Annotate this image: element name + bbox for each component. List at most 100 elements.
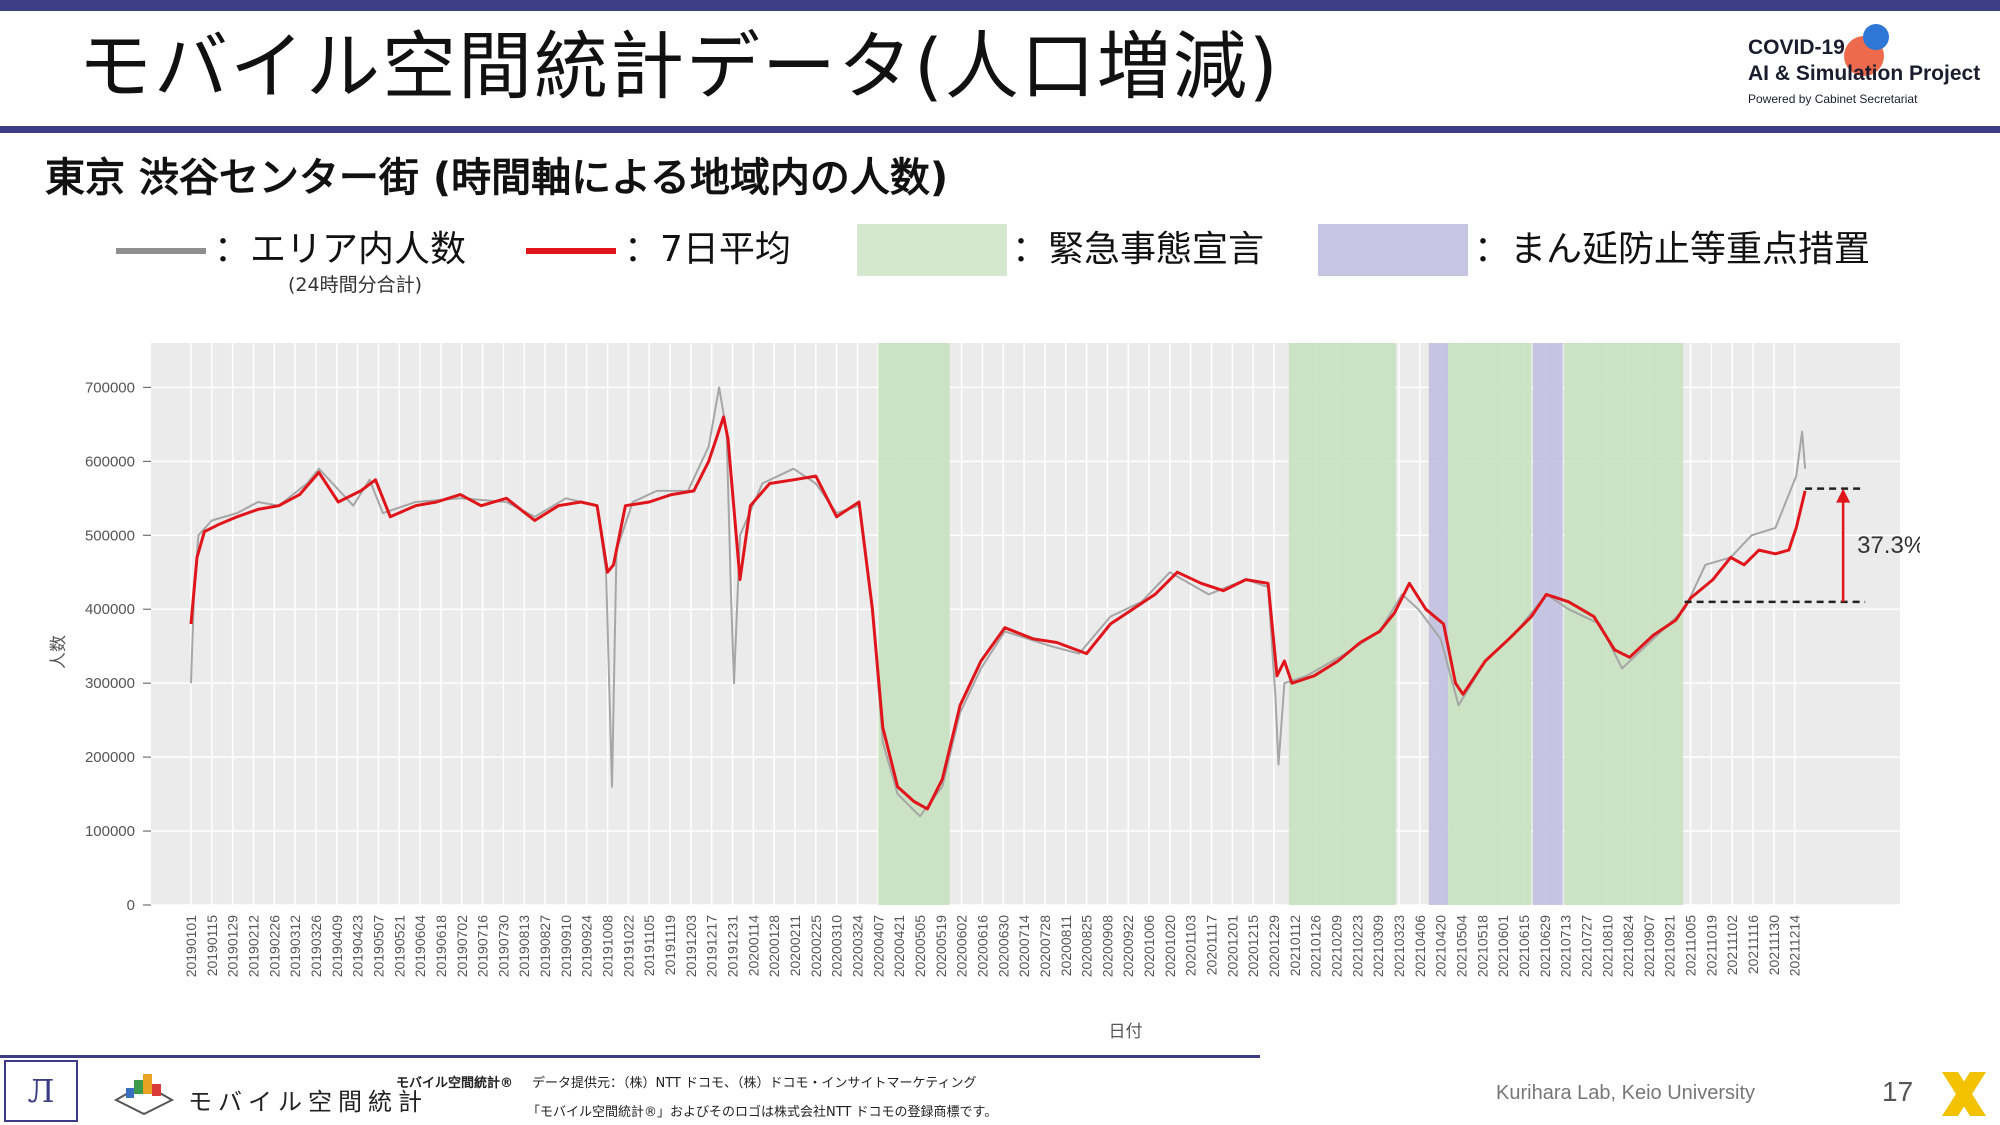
x-tick-label: 20210323 xyxy=(1391,915,1407,978)
legend-priority-label: ：まん延防止等重点措置 xyxy=(1474,229,1871,270)
priority-band xyxy=(1532,343,1563,905)
y-tick-label: 300000 xyxy=(85,675,135,692)
x-tick-label: 20210810 xyxy=(1599,915,1615,978)
x-axis-label: 日付 xyxy=(1109,1022,1143,1040)
x-tick-label: 20190101 xyxy=(183,915,199,978)
x-tick-label: 20190604 xyxy=(412,915,428,978)
x-tick-label: 20210921 xyxy=(1662,915,1678,978)
x-tick-label: 20190827 xyxy=(537,915,553,978)
x-tick-label: 20200114 xyxy=(745,915,761,976)
x-tick-label: 20200421 xyxy=(891,915,907,978)
x-tick-label: 20190423 xyxy=(350,915,366,978)
x-tick-label: 20190129 xyxy=(225,915,241,978)
legend-emergency-swatch xyxy=(857,224,1007,276)
x-tick-label: 20190813 xyxy=(516,915,532,978)
x-tick-label: 20200407 xyxy=(870,915,886,978)
x-tick-label: 20210504 xyxy=(1453,915,1469,978)
x-tick-label: 20190521 xyxy=(391,915,407,978)
x-tick-label: 20190312 xyxy=(287,915,303,978)
x-tick-label: 20210601 xyxy=(1495,915,1511,978)
x-tick-label: 20211130 xyxy=(1766,915,1782,975)
y-tick-label: 500000 xyxy=(85,527,135,544)
x-tick-label: 20200811 xyxy=(1058,915,1074,976)
brand-registered: モバイル空間統計® xyxy=(396,1076,514,1091)
x-tick-label: 20190507 xyxy=(370,915,386,978)
legend-raw-swatch xyxy=(116,248,206,254)
covid-project-logo: COVID-19 AI & Simulation Project Powered… xyxy=(1748,22,1988,117)
x-tick-label: 20210112 xyxy=(1287,915,1303,976)
data-provider-note: データ提供元：（株）NTT ドコモ、（株）ドコモ・インサイトマーケティング xyxy=(532,1076,977,1091)
legend-avg-swatch xyxy=(526,248,616,254)
emergency-band xyxy=(1288,343,1397,905)
x-tick-label: 20200505 xyxy=(912,915,928,978)
y-tick-label: 700000 xyxy=(85,379,135,396)
x-tick-label: 20201006 xyxy=(1141,915,1157,978)
emergency-band xyxy=(1564,343,1684,905)
series-seven-day-average-line xyxy=(189,415,1807,811)
x-tick-label: 20190326 xyxy=(308,915,324,978)
legend-avg-label: ：7日平均 xyxy=(624,229,791,270)
x-tick-label: 20200825 xyxy=(1079,915,1095,978)
x-tick-label: 20190924 xyxy=(579,915,595,978)
priority-band xyxy=(1428,343,1449,905)
x-tick-label: 20190115 xyxy=(204,915,220,976)
legend-raw-note: (24時間分合計) xyxy=(288,274,423,296)
y-tick-label: 200000 xyxy=(85,749,135,766)
emergency-band xyxy=(878,343,950,905)
y-tick-label: 400000 xyxy=(85,601,135,618)
x-tick-label: 20210309 xyxy=(1370,915,1386,978)
x-tick-label: 20200630 xyxy=(995,915,1011,978)
trademark-note: 「モバイル空間統計®」およびそのロゴは株式会社NTT ドコモの登録商標です。 xyxy=(527,1105,998,1120)
y-tick-label: 0 xyxy=(127,897,135,914)
x-tick-label: 20210727 xyxy=(1578,915,1594,978)
y-axis-label: 人数 xyxy=(49,635,69,669)
page-title: モバイル空間統計データ(人口増減) xyxy=(78,24,1280,110)
logo-line3: Powered by Cabinet Secretariat xyxy=(1748,92,1918,106)
x-tick-label: 20190730 xyxy=(495,915,511,978)
x-tick-label: 20191105 xyxy=(641,915,657,976)
x-tick-label: 20210713 xyxy=(1558,915,1574,978)
x-tick-label: 20210907 xyxy=(1641,915,1657,978)
footer-divider xyxy=(0,1055,1260,1058)
x-tick-label: 20191217 xyxy=(704,915,720,978)
x-tick-label: 20210824 xyxy=(1620,915,1636,978)
x-tick-label: 20211019 xyxy=(1703,915,1719,976)
x-tick-label: 20210420 xyxy=(1433,915,1449,978)
annotation-label: 37.3% xyxy=(1857,532,1920,559)
x-tick-label: 20200324 xyxy=(849,915,865,978)
logo-blue-dot xyxy=(1863,24,1889,50)
logo-line1: COVID-19 xyxy=(1748,36,1845,59)
mobile-stats-logo-text: モバイル空間統計 xyxy=(188,1088,428,1116)
page-number: 17 xyxy=(1882,1076,1914,1107)
lab-logo: Л xyxy=(4,1060,78,1122)
x-tick-label: 20201201 xyxy=(1224,915,1240,978)
x-tick-label: 20191203 xyxy=(683,915,699,978)
y-tick-label: 600000 xyxy=(85,453,135,470)
x-tick-label: 20200922 xyxy=(1120,915,1136,978)
x-tick-label: 20201103 xyxy=(1183,915,1199,976)
x-tick-label: 20210518 xyxy=(1474,915,1490,978)
legend-emergency-label: ：緊急事態宣言 xyxy=(1012,229,1265,270)
x-tick-label: 20200225 xyxy=(808,915,824,978)
x-tick-label: 20200728 xyxy=(1037,915,1053,978)
chart-legend: ：エリア内人数 (24時間分合計) ：7日平均 ：緊急事態宣言 ：まん延防止等重… xyxy=(0,220,2000,300)
header-divider xyxy=(0,126,2000,133)
x-tick-label: 20200310 xyxy=(829,915,845,978)
x-tick-label: 20190618 xyxy=(433,915,449,978)
legend-raw-label: ：エリア内人数 xyxy=(214,229,467,270)
x-tick-label: 20200908 xyxy=(1099,915,1115,978)
x-tick-label: 20190702 xyxy=(454,915,470,978)
x-tick-label: 20210629 xyxy=(1537,915,1553,978)
x-tick-label: 20190212 xyxy=(245,915,261,978)
logo-line2: AI & Simulation Project xyxy=(1748,62,1981,85)
x-tick-label: 20210209 xyxy=(1329,915,1345,978)
chart-subtitle: 東京 渋谷センター街 (時間軸による地域内の人数) xyxy=(45,155,949,201)
x-tick-label: 20211102 xyxy=(1724,915,1740,975)
x-tick-label: 20200519 xyxy=(933,915,949,978)
top-accent-bar xyxy=(0,0,2000,11)
mobile-stats-logo-icon xyxy=(113,1074,175,1116)
lab-name: Kurihara Lab, Keio University xyxy=(1496,1082,1756,1104)
x-tick-label: 20200602 xyxy=(954,915,970,978)
y-tick-label: 100000 xyxy=(85,823,135,840)
x-tick-label: 20210615 xyxy=(1516,915,1532,978)
